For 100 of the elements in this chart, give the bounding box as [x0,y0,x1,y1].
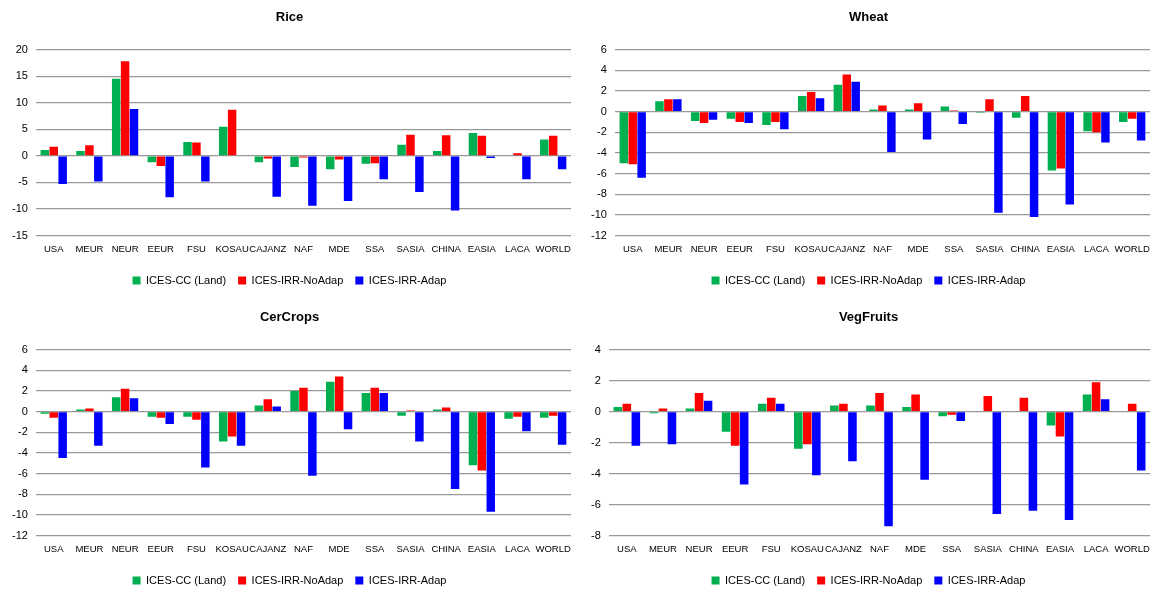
bar [690,112,700,121]
bar [667,412,677,445]
bar [361,156,371,164]
bar [40,150,50,156]
y-tick-label: -8 [591,528,601,541]
x-tick-label: CHINA [431,242,462,254]
x-tick-label: NAF [872,242,893,254]
bar [441,135,451,156]
bar [1091,382,1101,411]
bar [726,112,736,119]
y-tick-label: 6 [600,42,607,55]
bar [866,405,875,411]
bar [361,393,371,411]
bar [839,403,848,411]
bar [911,394,920,411]
bar [379,156,388,180]
bar [49,146,58,156]
x-tick-label: WORLD [1114,242,1150,254]
x-tick-label: FSU [186,242,207,254]
bar [343,156,353,202]
bar [940,106,950,111]
bar [628,112,637,165]
legend-label: ICES-IRR-NoAdap [830,273,923,286]
bar [477,135,487,156]
y-tick-label: -10 [590,207,607,220]
y-tick-label: -10 [11,202,28,215]
bar [557,412,567,445]
y-tick-label: -6 [18,466,28,479]
x-tick-label: SASIA [396,542,426,554]
bar [397,412,406,416]
bar [1064,412,1074,521]
y-tick-label: 0 [600,104,607,117]
x-tick-label: FSU [186,542,207,554]
y-tick-label: -8 [597,187,607,200]
x-tick-label: NAF [293,242,314,254]
bar [450,412,460,490]
y-tick-label: -4 [597,145,607,158]
legend-label: ICES-CC (Land) [146,573,227,586]
x-tick-label: WORLD [1114,542,1150,554]
bar [794,412,803,449]
bar [922,112,932,140]
y-tick-label: 20 [15,42,28,55]
bar [85,145,94,156]
x-tick-label: KOSAU [215,242,249,254]
bar [878,105,887,111]
bar [730,412,740,446]
y-tick-label: -6 [597,166,607,179]
x-tick-label: NAF [870,542,890,554]
bar [290,156,299,168]
bar [1083,112,1092,132]
legend-label: ICES-IRR-Adap [947,573,1026,586]
y-tick-label: -12 [11,528,28,541]
bar [673,99,682,111]
x-tick-label: EEUR [147,542,175,554]
bar [1020,96,1030,111]
x-tick-label: CHINA [1010,242,1041,254]
x-tick-label: NEUR [685,542,713,554]
bar [58,156,67,185]
bar [694,393,704,411]
x-tick-label: KOSAU [794,242,828,254]
bar [415,156,424,193]
bar [1082,394,1092,411]
y-tick-label: 6 [21,342,28,355]
legend-label: ICES-IRR-Adap [368,573,447,586]
bar [325,156,335,170]
bar [218,412,228,442]
bar [477,412,487,471]
bar [884,412,893,527]
y-tick-label: -8 [18,487,28,500]
y-tick-label: -2 [591,435,601,448]
bar [958,112,967,124]
legend-label: ICES-IRR-NoAdap [251,273,344,286]
x-tick-label: SSA [944,242,964,254]
bar [1119,112,1128,122]
bar [201,412,210,468]
bar [631,412,641,446]
bar [557,156,567,170]
bar [486,412,495,512]
bar [450,156,460,211]
bar [120,388,130,411]
y-tick-label: 2 [600,83,607,96]
bar [664,99,673,111]
bar [334,376,344,411]
bar [887,112,896,152]
bar [468,412,478,466]
bar [920,412,929,480]
bar [343,412,353,430]
x-tick-label: MEUR [648,542,678,554]
y-tick-label: -10 [11,507,28,520]
bar [263,156,273,159]
x-tick-label: USA [43,542,65,554]
bar [1136,412,1146,471]
x-tick-label: MEUR [75,542,104,554]
bar [812,412,821,476]
bar [830,405,839,411]
bar [699,112,709,123]
legend-label: ICES-CC (Land) [146,273,227,286]
x-tick-label: NAF [293,542,314,554]
y-tick-label: 4 [21,363,28,376]
bar [637,112,646,178]
